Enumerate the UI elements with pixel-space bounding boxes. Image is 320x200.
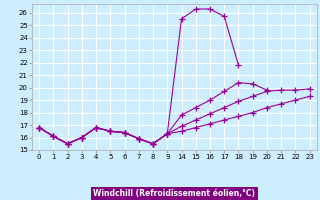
Text: Windchill (Refroidissement éolien,°C): Windchill (Refroidissement éolien,°C) — [93, 189, 255, 198]
